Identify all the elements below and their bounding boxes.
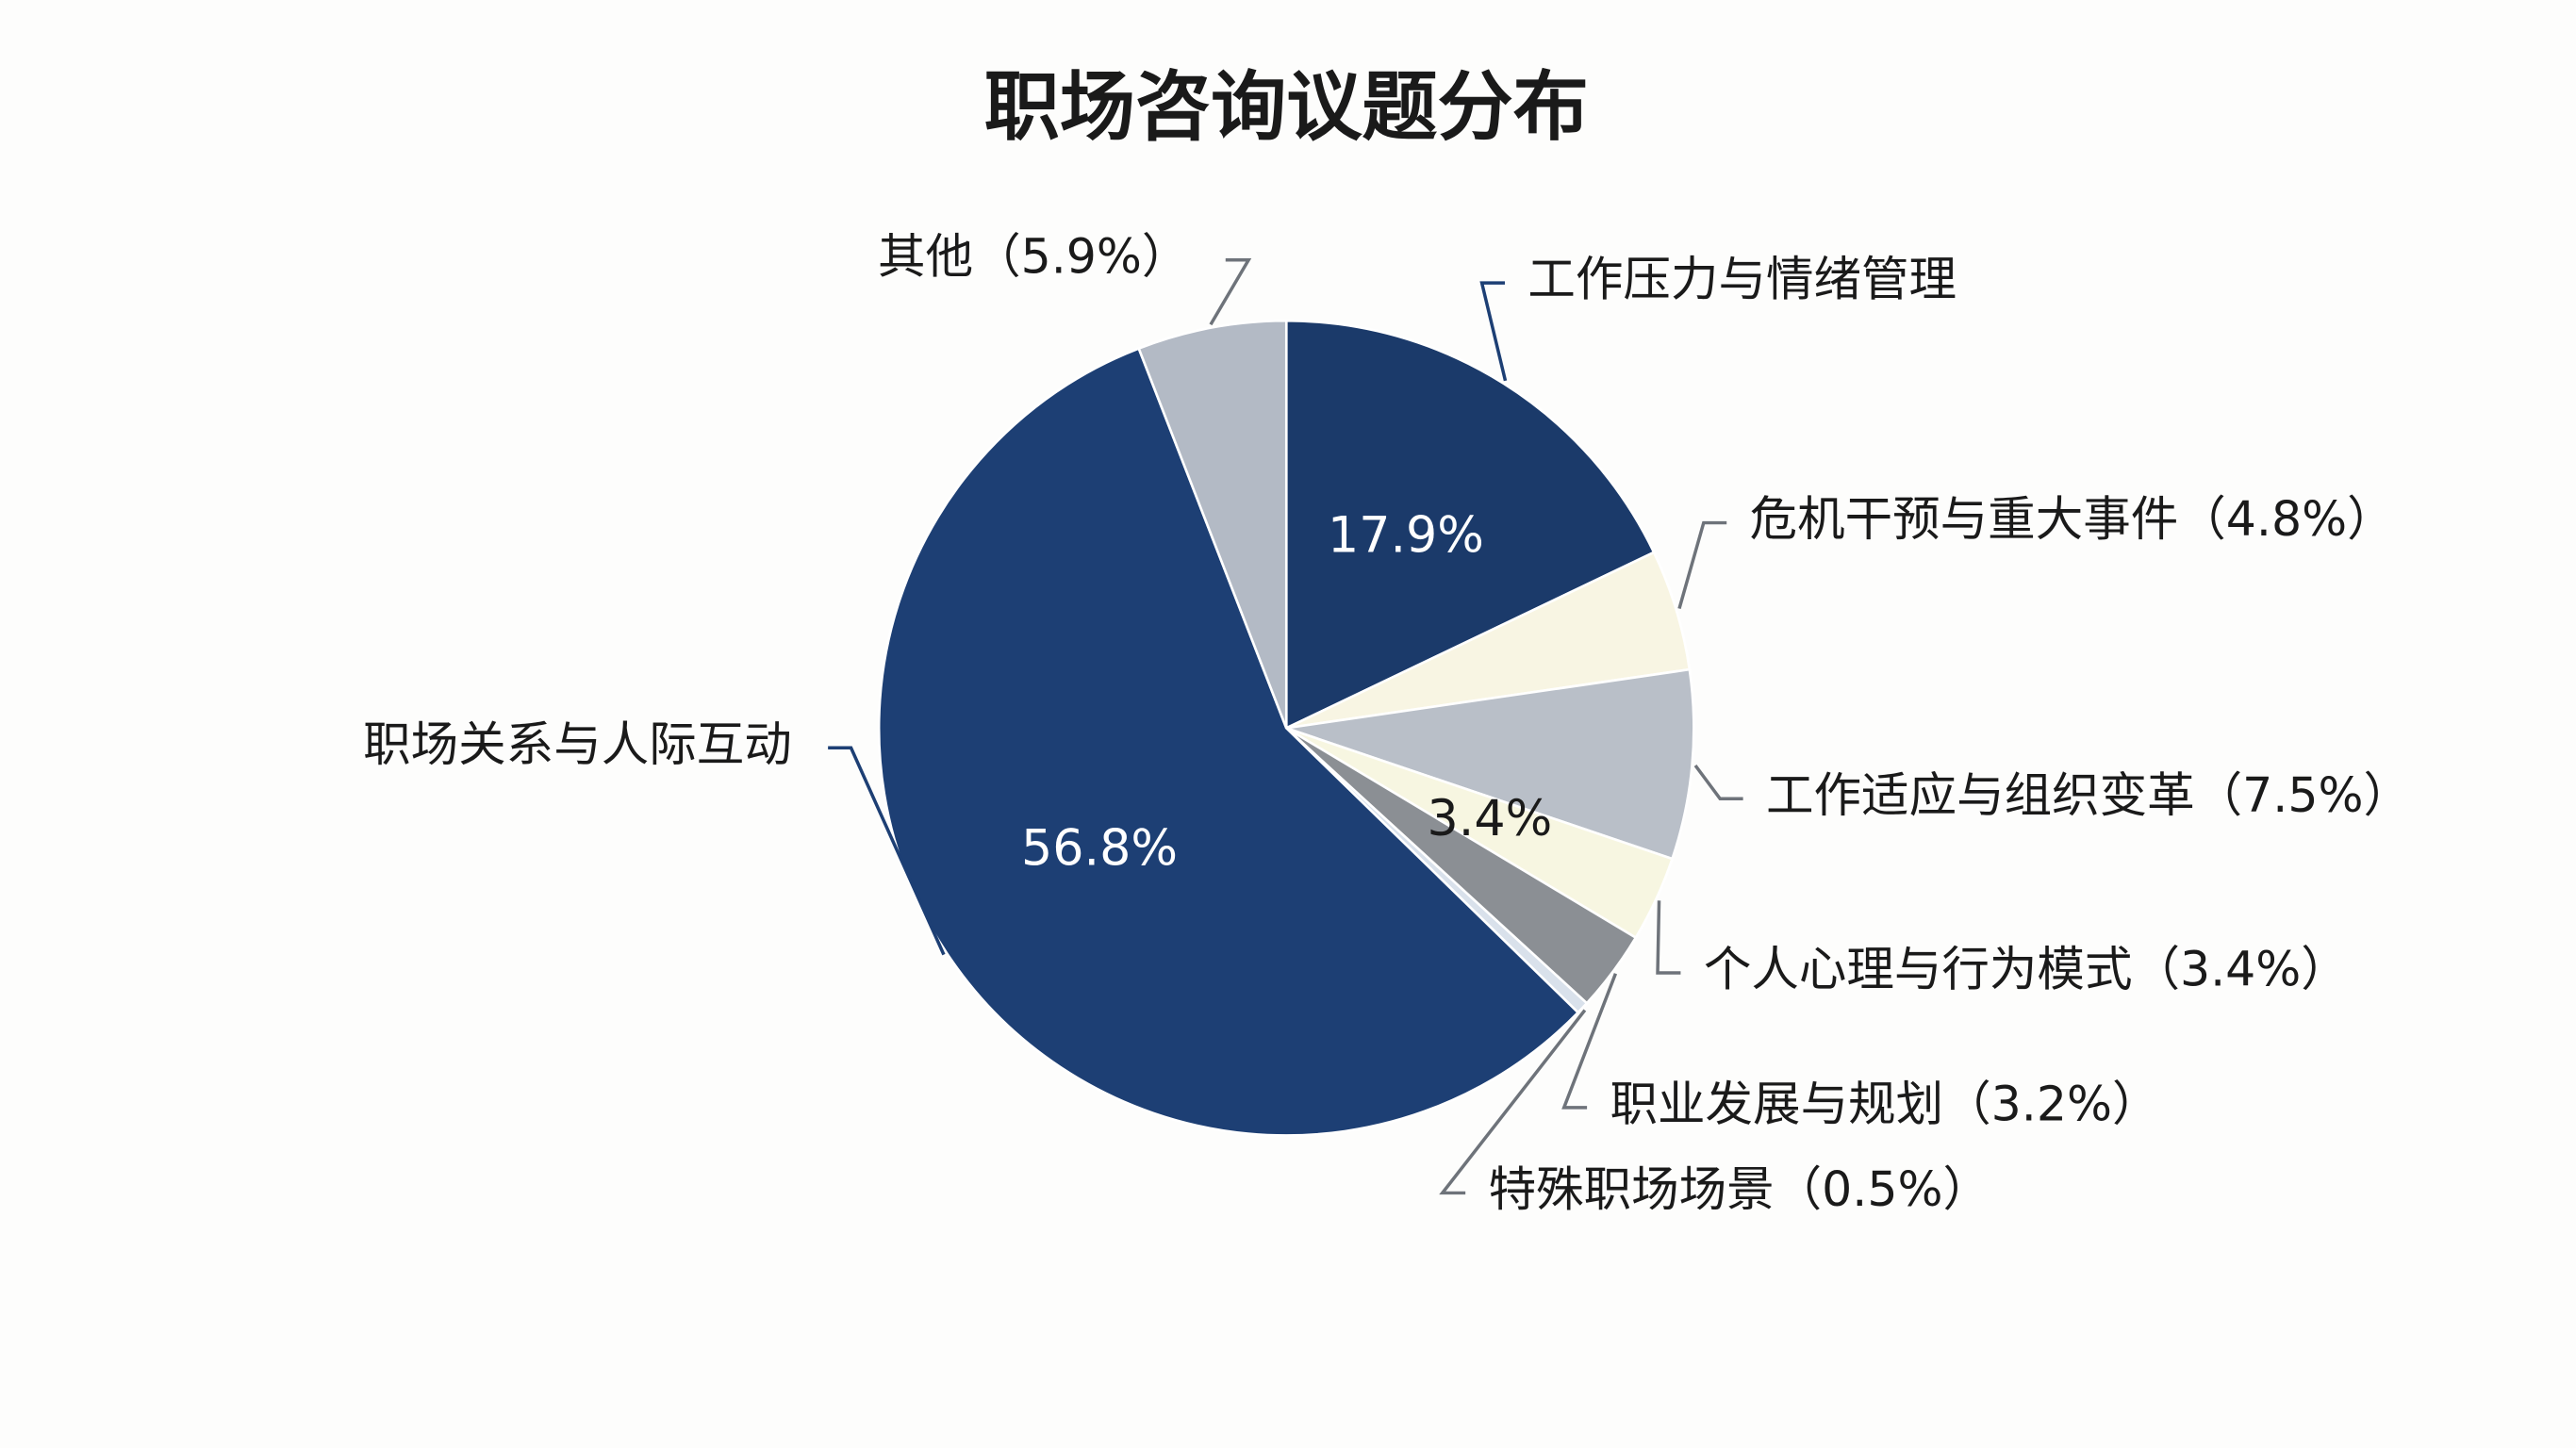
slice-label: 特殊职场场景（0.5%） [1489, 1161, 1990, 1217]
leader-line [1656, 900, 1681, 975]
slice-label: 职场关系与人际互动 [363, 716, 792, 772]
pie-slice [1285, 667, 1695, 861]
leader-line [1209, 258, 1252, 326]
value-label: 56.8% [1021, 819, 1178, 877]
value-label: 3.4% [1428, 790, 1553, 847]
pie-slice [1137, 319, 1288, 729]
leader-line [828, 746, 946, 956]
leader-line [1479, 281, 1508, 382]
leader-line [1561, 973, 1618, 1110]
slice-label: 个人心理与行为模式（3.4%） [1704, 941, 2349, 996]
slice-label: 工作压力与情绪管理 [1527, 252, 1957, 307]
value-label: 17.9% [1328, 506, 1484, 564]
pie-slice [1284, 319, 1656, 731]
leader-line [1693, 764, 1743, 801]
chart-title: 职场咨询议题分布 [984, 63, 1589, 151]
leader-line [1439, 1009, 1587, 1195]
slice-label: 其他（5.9%） [878, 228, 1189, 284]
pie-slice [877, 346, 1580, 1137]
slice-label: 工作适应与组织变革（7.5%） [1766, 767, 2411, 823]
leader-line [1677, 520, 1727, 610]
slice-label: 危机干预与重大事件（4.8%） [1750, 491, 2395, 547]
slice-label: 职业发展与规划（3.2%） [1610, 1076, 2160, 1131]
